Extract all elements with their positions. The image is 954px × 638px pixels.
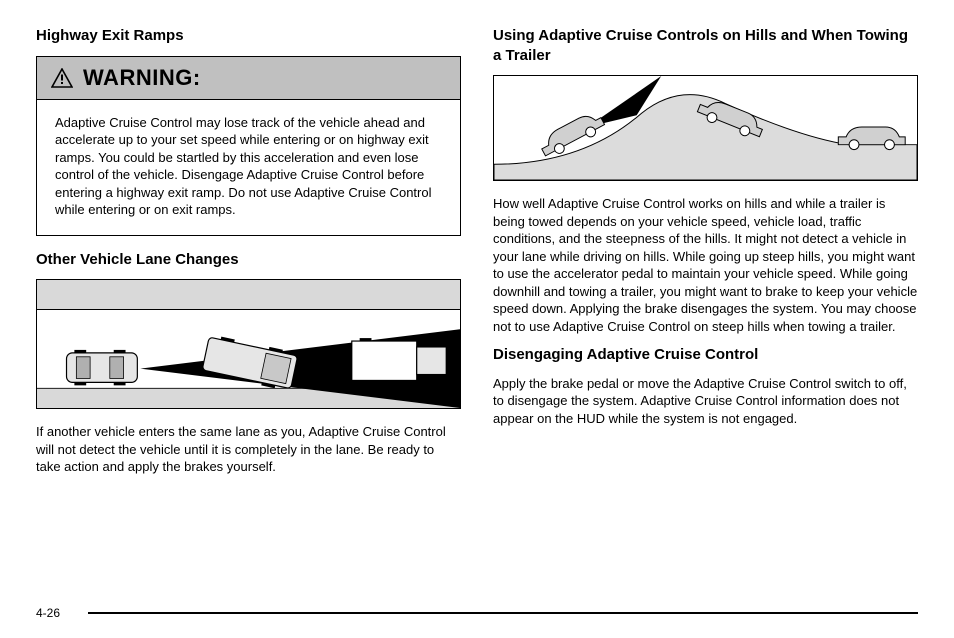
page-footer: 4-26 (36, 612, 918, 614)
para-hills: How well Adaptive Cruise Control works o… (493, 195, 918, 335)
para-lane-change: If another vehicle enters the same lane … (36, 423, 461, 476)
para-disengage: Apply the brake pedal or move the Adapti… (493, 375, 918, 428)
heading-hills: Using Adaptive Cruise Controls on Hills … (493, 26, 918, 65)
footer-rule (88, 612, 918, 614)
warning-body: Adaptive Cruise Control may lose track o… (37, 100, 460, 235)
warning-title: WARNING: (83, 65, 201, 91)
figure-lane-change (36, 279, 461, 409)
warning-header: WARNING: (37, 57, 460, 100)
page-number: 4-26 (36, 606, 60, 620)
heading-lane-changes: Other Vehicle Lane Changes (36, 250, 461, 270)
left-column: Highway Exit Ramps WARNING: Adaptive Cru… (36, 26, 461, 586)
heading-disengage: Disengaging Adaptive Cruise Control (493, 345, 918, 365)
warning-box: WARNING: Adaptive Cruise Control may los… (36, 56, 461, 236)
heading-exit-ramps: Highway Exit Ramps (36, 26, 461, 46)
figure-hills (493, 75, 918, 181)
right-column: Using Adaptive Cruise Controls on Hills … (493, 26, 918, 586)
warning-icon (51, 68, 73, 88)
page-content: Highway Exit Ramps WARNING: Adaptive Cru… (36, 26, 918, 586)
